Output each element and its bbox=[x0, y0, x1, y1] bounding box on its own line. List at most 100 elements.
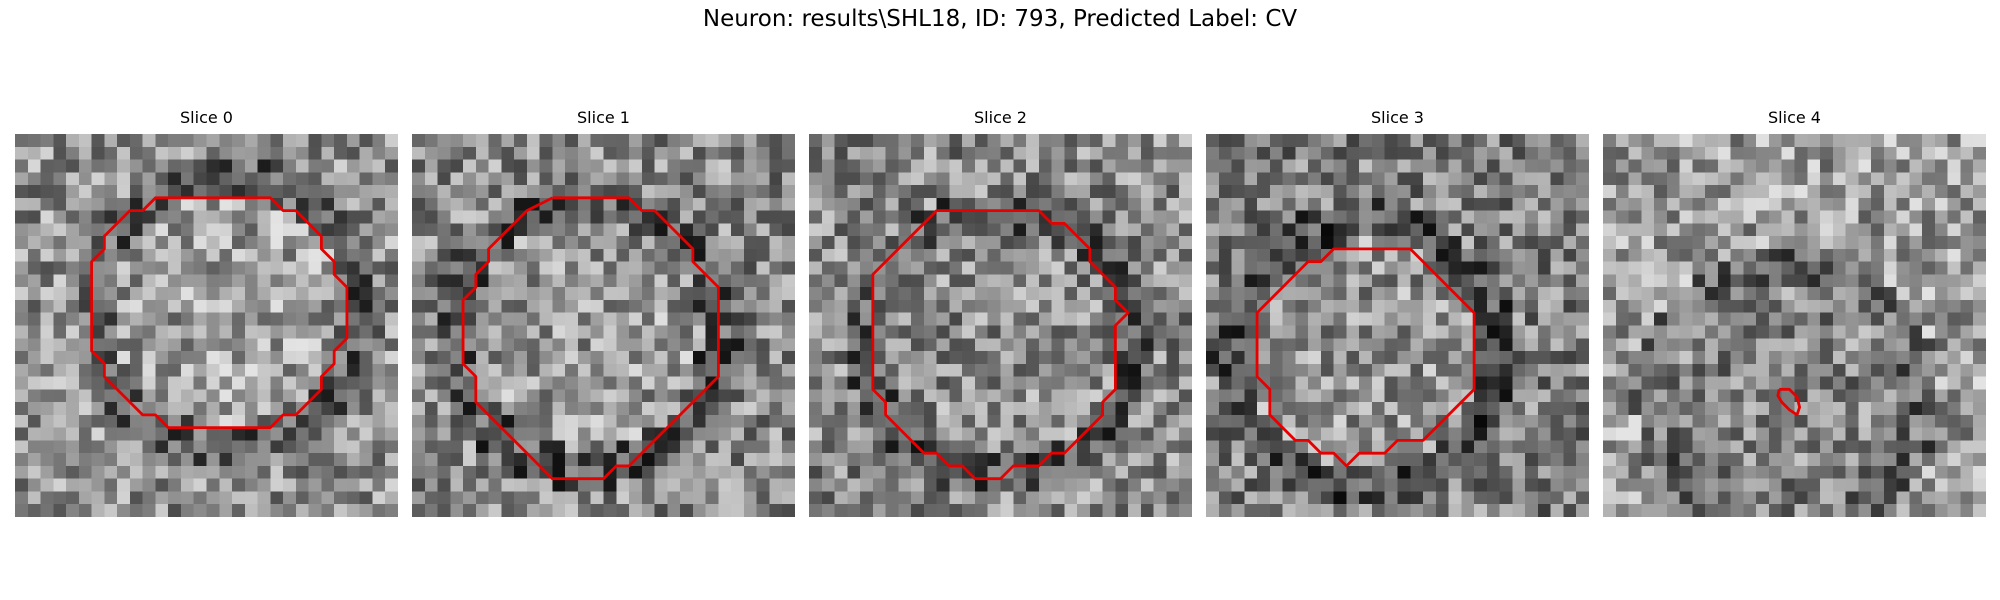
pixel bbox=[949, 491, 963, 505]
pixel bbox=[78, 197, 92, 211]
pixel bbox=[1115, 236, 1129, 250]
pixel bbox=[1807, 261, 1821, 275]
pixel bbox=[1423, 338, 1437, 352]
pixel bbox=[654, 172, 668, 186]
pixel bbox=[1384, 236, 1398, 250]
pixel bbox=[680, 312, 694, 326]
pixel bbox=[539, 440, 553, 454]
pixel bbox=[1128, 159, 1142, 173]
pixel bbox=[526, 248, 540, 262]
pixel bbox=[872, 146, 886, 160]
pixel bbox=[514, 236, 528, 250]
pixel bbox=[1768, 223, 1782, 237]
pixel bbox=[1909, 172, 1923, 186]
pixel bbox=[1089, 312, 1103, 326]
pixel bbox=[1768, 312, 1782, 326]
pixel bbox=[1628, 363, 1642, 377]
pixel bbox=[1563, 453, 1577, 467]
pixel bbox=[219, 197, 233, 211]
pixel bbox=[1947, 223, 1961, 237]
pixel bbox=[463, 185, 477, 199]
pixel bbox=[782, 223, 795, 237]
pixel bbox=[129, 427, 143, 441]
pixel bbox=[232, 491, 246, 505]
pixel bbox=[1218, 299, 1232, 313]
pixel bbox=[949, 504, 963, 517]
pixel bbox=[1641, 172, 1655, 186]
pixel bbox=[1615, 287, 1629, 301]
pixel bbox=[475, 197, 489, 211]
pixel bbox=[475, 146, 489, 160]
pixel bbox=[463, 478, 477, 492]
pixel bbox=[412, 427, 426, 441]
pixel bbox=[1603, 338, 1617, 352]
pixel bbox=[1768, 287, 1782, 301]
pixel bbox=[885, 376, 899, 390]
pixel bbox=[974, 159, 988, 173]
pixel bbox=[1257, 274, 1271, 288]
pixel bbox=[1934, 274, 1948, 288]
pixel bbox=[552, 453, 566, 467]
pixel bbox=[66, 376, 80, 390]
pixel bbox=[1333, 274, 1347, 288]
pixel bbox=[1883, 491, 1897, 505]
pixel bbox=[372, 414, 386, 428]
pixel bbox=[526, 351, 540, 365]
pixel bbox=[756, 325, 770, 339]
pixel bbox=[78, 287, 92, 301]
pixel bbox=[1102, 376, 1116, 390]
pixel bbox=[463, 440, 477, 454]
pixel bbox=[1423, 363, 1437, 377]
pixel bbox=[193, 197, 207, 211]
pixel bbox=[232, 440, 246, 454]
pixel bbox=[1423, 376, 1437, 390]
pixel bbox=[1461, 478, 1475, 492]
pixel bbox=[1179, 453, 1192, 467]
pixel bbox=[756, 465, 770, 479]
pixel bbox=[1537, 172, 1551, 186]
pixel bbox=[1026, 491, 1040, 505]
pixel bbox=[565, 325, 579, 339]
pixel bbox=[962, 159, 976, 173]
pixel bbox=[1705, 376, 1719, 390]
pixel bbox=[501, 134, 515, 148]
pixel bbox=[168, 491, 182, 505]
pixel bbox=[692, 223, 706, 237]
pixel bbox=[40, 440, 54, 454]
pixel bbox=[424, 134, 438, 148]
pixel bbox=[346, 465, 360, 479]
pixel bbox=[936, 159, 950, 173]
pixel bbox=[129, 351, 143, 365]
pixel bbox=[1257, 414, 1271, 428]
pixel bbox=[1563, 389, 1577, 403]
pixel bbox=[1973, 210, 1986, 224]
pixel bbox=[1512, 185, 1526, 199]
pixel bbox=[1448, 440, 1462, 454]
pixel bbox=[898, 274, 912, 288]
pixel bbox=[1947, 172, 1961, 186]
pixel bbox=[860, 376, 874, 390]
pixel bbox=[834, 312, 848, 326]
pixel bbox=[1244, 465, 1258, 479]
pixel bbox=[129, 287, 143, 301]
pixel bbox=[1179, 261, 1192, 275]
pixel bbox=[91, 389, 105, 403]
pixel bbox=[1934, 351, 1948, 365]
pixel bbox=[552, 312, 566, 326]
pixel bbox=[936, 414, 950, 428]
pixel bbox=[949, 427, 963, 441]
pixel bbox=[1871, 312, 1885, 326]
pixel bbox=[1474, 376, 1488, 390]
pixel bbox=[1679, 146, 1693, 160]
pixel bbox=[1295, 376, 1309, 390]
pixel bbox=[1128, 236, 1142, 250]
pixel bbox=[1448, 389, 1462, 403]
pixel bbox=[1871, 134, 1885, 148]
pixel bbox=[168, 414, 182, 428]
pixel bbox=[1410, 478, 1424, 492]
pixel bbox=[437, 478, 451, 492]
pixel bbox=[847, 210, 861, 224]
pixel bbox=[142, 491, 156, 505]
pixel bbox=[1206, 197, 1220, 211]
pixel bbox=[872, 274, 886, 288]
